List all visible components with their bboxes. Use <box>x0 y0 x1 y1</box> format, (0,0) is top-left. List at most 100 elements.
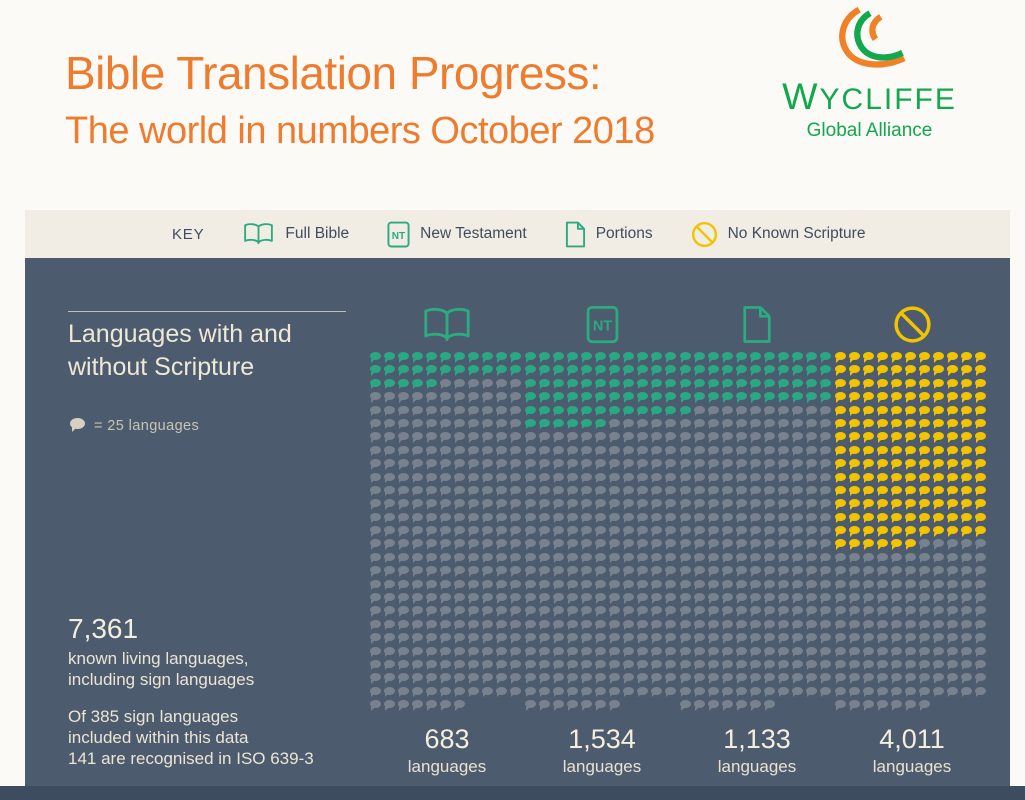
language-dot <box>905 499 916 510</box>
language-dot <box>384 432 395 443</box>
language-dot <box>863 579 874 591</box>
language-dot <box>665 445 676 457</box>
language-dot <box>708 659 719 671</box>
language-dot <box>525 633 536 644</box>
language-dot <box>694 378 705 390</box>
language-dot <box>581 445 592 457</box>
language-dot <box>370 606 381 617</box>
language-dot <box>905 619 916 631</box>
language-dot <box>835 673 846 684</box>
language-dot <box>440 392 451 403</box>
language-dot <box>623 512 634 524</box>
key-legend-bar: KEY Full Bible NT New Testament Portions… <box>25 210 1010 258</box>
language-dot <box>877 405 888 417</box>
language-dot <box>694 686 705 698</box>
language-dot <box>426 459 437 470</box>
language-dot <box>919 686 930 698</box>
language-dot <box>820 432 831 443</box>
language-dot <box>609 686 620 698</box>
language-dot <box>919 352 930 363</box>
language-dot <box>553 579 564 591</box>
language-dot <box>454 700 465 711</box>
language-dot <box>961 539 972 550</box>
language-dot <box>595 686 606 698</box>
language-dot <box>623 646 634 658</box>
language-dot <box>891 566 902 577</box>
language-dot <box>539 512 550 524</box>
language-dot <box>820 512 831 524</box>
language-dot <box>637 526 648 537</box>
total-description-line: including sign languages <box>68 670 255 689</box>
language-dot <box>835 432 846 443</box>
language-dot <box>806 392 817 403</box>
language-dot <box>877 392 888 403</box>
language-dot <box>694 432 705 443</box>
language-dot <box>623 673 634 684</box>
language-dot <box>736 472 747 484</box>
language-dot <box>835 405 846 417</box>
language-dot <box>806 352 817 363</box>
language-dot <box>806 378 817 390</box>
language-dot <box>680 526 691 537</box>
language-dot <box>891 405 902 417</box>
language-dot <box>722 619 733 631</box>
language-dot <box>609 472 620 484</box>
language-dot <box>412 418 423 430</box>
language-dot <box>496 418 507 430</box>
language-dot <box>482 593 493 604</box>
language-dot <box>849 512 860 524</box>
language-dot <box>947 418 958 430</box>
language-dot <box>820 418 831 430</box>
language-dot <box>835 365 846 376</box>
language-dot <box>820 673 831 684</box>
language-dot <box>863 646 874 658</box>
language-dot <box>553 445 564 457</box>
language-dot <box>581 352 592 363</box>
language-dot <box>820 405 831 417</box>
language-dot <box>665 472 676 484</box>
language-dot <box>891 392 902 403</box>
language-dot <box>905 352 916 363</box>
language-dot <box>835 593 846 604</box>
language-dot <box>553 365 564 376</box>
language-dot <box>595 593 606 604</box>
language-dot <box>947 646 958 658</box>
language-dot <box>975 418 986 430</box>
language-dot <box>412 512 423 524</box>
language-dot <box>482 365 493 376</box>
language-dot <box>595 673 606 684</box>
language-dot <box>651 392 662 403</box>
language-dot <box>694 459 705 470</box>
language-dot <box>933 459 944 470</box>
language-dot <box>496 673 507 684</box>
language-dot <box>581 485 592 497</box>
language-dot <box>581 365 592 376</box>
language-dot <box>722 593 733 604</box>
language-dot <box>637 418 648 430</box>
language-dot <box>778 378 789 390</box>
language-dot <box>849 472 860 484</box>
language-dot <box>384 378 395 390</box>
language-dot <box>750 432 761 443</box>
language-dot <box>750 445 761 457</box>
language-dot <box>877 472 888 484</box>
language-dot <box>412 526 423 537</box>
language-dot <box>510 659 521 671</box>
language-dot <box>567 566 578 577</box>
language-dot <box>680 700 691 711</box>
language-dot <box>863 606 874 617</box>
language-dot <box>609 566 620 577</box>
language-dot <box>806 472 817 484</box>
language-dot <box>764 432 775 443</box>
language-dot <box>975 499 986 510</box>
language-dot <box>933 579 944 591</box>
language-dot <box>384 365 395 376</box>
language-dot <box>708 512 719 524</box>
language-dot <box>398 566 409 577</box>
language-dot <box>510 485 521 497</box>
language-dot <box>510 539 521 550</box>
category-count: 1,133 <box>723 723 791 754</box>
language-dot <box>708 552 719 564</box>
language-dot <box>553 606 564 617</box>
language-dot <box>820 352 831 363</box>
